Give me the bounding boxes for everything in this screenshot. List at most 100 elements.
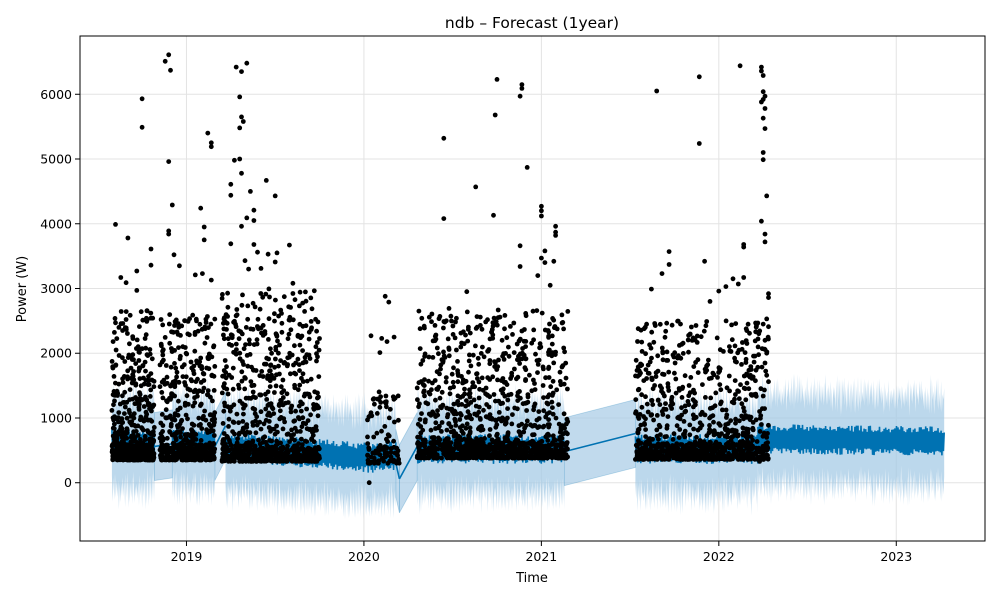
- observed-point: [428, 412, 434, 418]
- observed-point: [252, 455, 257, 460]
- observed-point: [163, 415, 169, 421]
- observed-point: [172, 417, 178, 423]
- observed-point: [116, 325, 122, 330]
- observed-point: [415, 397, 420, 403]
- observed-point: [549, 341, 555, 347]
- observed-point: [644, 401, 650, 407]
- observed-point: [760, 150, 766, 155]
- observed-point: [259, 369, 265, 374]
- observed-point: [739, 401, 745, 407]
- observed-point: [142, 336, 148, 341]
- observed-point: [285, 355, 291, 361]
- observed-point: [559, 320, 565, 326]
- observed-point: [164, 446, 169, 452]
- observed-point: [471, 397, 477, 403]
- observed-point: [483, 319, 489, 325]
- observed-point: [450, 323, 456, 329]
- observed-point: [211, 419, 217, 425]
- observed-point: [441, 319, 447, 324]
- observed-point: [565, 309, 571, 314]
- observed-point: [686, 349, 691, 355]
- observed-point: [645, 362, 651, 368]
- observed-point: [190, 403, 196, 409]
- observed-point: [112, 421, 117, 427]
- observed-point: [263, 457, 269, 463]
- observed-point: [563, 360, 569, 366]
- observed-point: [536, 409, 542, 414]
- observed-point: [182, 318, 188, 323]
- observed-point: [169, 329, 174, 335]
- observed-point: [191, 449, 196, 455]
- observed-point: [273, 356, 278, 362]
- observed-point: [759, 422, 764, 427]
- observed-point: [169, 202, 175, 208]
- observed-point: [649, 355, 654, 361]
- observed-point: [159, 390, 165, 395]
- observed-point: [385, 460, 391, 466]
- x-axis-label: Time: [515, 571, 548, 586]
- observed-point: [525, 394, 531, 400]
- observed-point: [515, 390, 521, 395]
- observed-point: [250, 300, 256, 306]
- observed-point: [476, 395, 482, 401]
- observed-point: [291, 418, 297, 424]
- observed-point: [194, 318, 199, 324]
- observed-point: [762, 106, 768, 111]
- observed-point: [563, 375, 569, 381]
- observed-point: [692, 390, 697, 396]
- observed-point: [257, 392, 263, 398]
- observed-point: [382, 451, 388, 457]
- observed-point: [559, 312, 565, 318]
- observed-point: [478, 351, 484, 356]
- observed-point: [531, 439, 536, 445]
- observed-point: [240, 292, 245, 298]
- observed-point: [760, 89, 766, 95]
- observed-point: [531, 337, 536, 343]
- observed-point: [268, 362, 274, 368]
- observed-point: [145, 378, 151, 383]
- observed-point: [125, 455, 131, 461]
- observed-point: [487, 394, 493, 400]
- observed-point: [128, 444, 134, 450]
- observed-point: [184, 393, 190, 399]
- observed-point: [195, 393, 200, 399]
- observed-point: [164, 374, 170, 380]
- forecast-connector: [398, 446, 418, 480]
- observed-point: [297, 368, 302, 373]
- observed-point: [275, 457, 281, 463]
- observed-point: [500, 453, 506, 458]
- observed-point: [181, 453, 187, 458]
- observed-point: [755, 336, 761, 342]
- observed-point: [428, 427, 434, 433]
- observed-point: [118, 321, 124, 327]
- observed-point: [303, 323, 309, 329]
- observed-point: [511, 350, 517, 355]
- observed-point: [506, 392, 511, 398]
- observed-point: [148, 246, 154, 252]
- observed-point: [681, 432, 686, 437]
- observed-point: [199, 426, 205, 431]
- observed-point: [242, 386, 248, 392]
- observed-point: [680, 384, 686, 390]
- observed-point: [464, 309, 470, 315]
- observed-point: [162, 58, 168, 64]
- observed-point: [729, 434, 735, 440]
- observed-point: [674, 441, 680, 446]
- observed-point: [128, 355, 134, 360]
- observed-point: [312, 445, 318, 451]
- observed-point: [292, 297, 298, 303]
- observed-point: [302, 391, 308, 397]
- observed-point: [736, 445, 742, 451]
- observed-point: [379, 428, 384, 434]
- observed-point: [476, 404, 482, 410]
- observed-point: [229, 375, 235, 380]
- observed-point: [196, 446, 202, 452]
- observed-point: [191, 368, 196, 374]
- observed-point: [233, 64, 239, 70]
- observed-point: [274, 438, 279, 444]
- observed-point: [279, 452, 284, 458]
- observed-point: [243, 325, 249, 330]
- observed-point: [755, 344, 761, 350]
- observed-point: [172, 411, 178, 416]
- observed-point: [503, 379, 508, 385]
